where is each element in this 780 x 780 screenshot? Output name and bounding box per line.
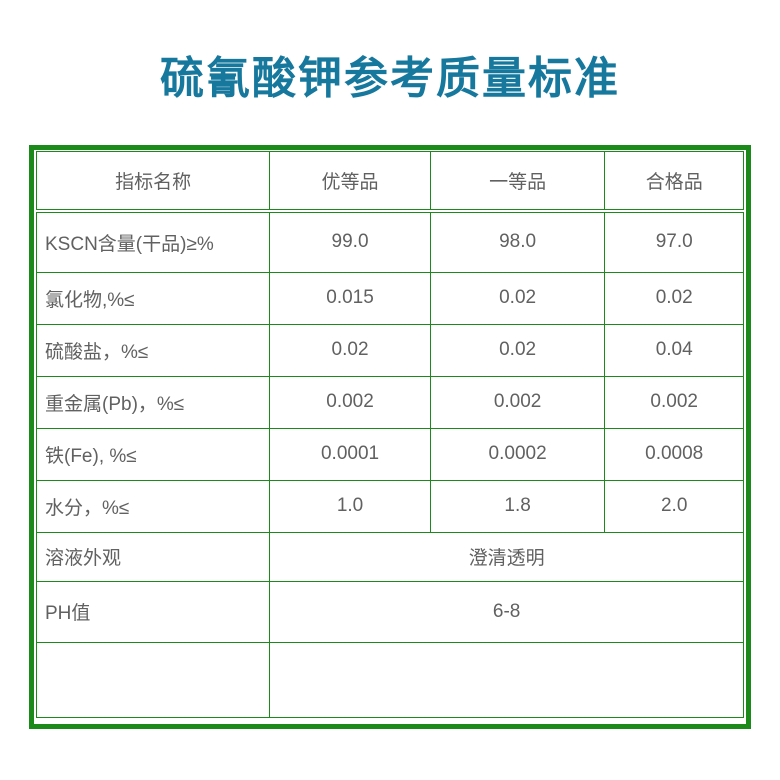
row-merged-value: [269, 641, 744, 718]
header-cell-first-grade: 一等品: [429, 150, 606, 213]
table-row-solution-appearance: 溶液外观 澄清透明: [35, 531, 744, 582]
row-label: [35, 641, 271, 718]
row-label: 硫酸盐，%≤: [35, 323, 271, 377]
row-value: 99.0: [269, 210, 431, 273]
row-merged-value: 6-8: [269, 580, 744, 643]
row-value: 0.0001: [269, 427, 431, 481]
table-row-chloride: 氯化物,%≤ 0.015 0.02 0.02: [35, 271, 744, 325]
row-value: 0.002: [604, 375, 744, 429]
row-merged-value: 澄清透明: [269, 531, 744, 582]
row-value: 0.015: [269, 271, 431, 325]
row-value: 97.0: [604, 210, 744, 273]
row-value: 0.02: [429, 271, 606, 325]
row-value: 0.0008: [604, 427, 744, 481]
table-header-row: 指标名称 优等品 一等品 合格品: [35, 150, 744, 213]
row-value: 0.02: [429, 323, 606, 377]
header-cell-qualified-grade: 合格品: [604, 150, 744, 213]
row-value: 0.0002: [429, 427, 606, 481]
row-value: 0.02: [269, 323, 431, 377]
row-label: KSCN含量(干品)≥%: [35, 210, 271, 273]
quality-standards-table: 指标名称 优等品 一等品 合格品 KSCN含量(干品)≥% 99.0 98.0 …: [35, 150, 744, 718]
row-value: 98.0: [429, 210, 606, 273]
row-value: 0.002: [269, 375, 431, 429]
row-label: 重金属(Pb)，%≤: [35, 375, 271, 429]
table-row-iron: 铁(Fe), %≤ 0.0001 0.0002 0.0008: [35, 427, 744, 481]
table-row-empty: [35, 641, 744, 718]
row-label: 铁(Fe), %≤: [35, 427, 271, 481]
row-value: 0.02: [604, 271, 744, 325]
page-title: 硫氰酸钾参考质量标准: [160, 54, 620, 103]
row-value: 1.0: [269, 479, 431, 533]
row-value: 2.0: [604, 479, 744, 533]
row-label: 氯化物,%≤: [35, 271, 271, 325]
row-label: PH值: [35, 580, 271, 643]
row-value: 0.04: [604, 323, 744, 377]
quality-table-frame: 指标名称 优等品 一等品 合格品 KSCN含量(干品)≥% 99.0 98.0 …: [29, 144, 751, 729]
row-label: 溶液外观: [35, 531, 271, 582]
table-row-kscn-content: KSCN含量(干品)≥% 99.0 98.0 97.0: [35, 210, 744, 273]
header-cell-premium-grade: 优等品: [269, 150, 431, 213]
row-label: 水分，%≤: [35, 479, 271, 533]
table-row-moisture: 水分，%≤ 1.0 1.8 2.0: [35, 479, 744, 533]
table-row-ph-value: PH值 6-8: [35, 580, 744, 643]
row-value: 0.002: [429, 375, 606, 429]
table-row-sulfate: 硫酸盐，%≤ 0.02 0.02 0.04: [35, 323, 744, 377]
row-value: 1.8: [429, 479, 606, 533]
header-cell-indicator-name: 指标名称: [35, 150, 271, 213]
table-row-heavy-metals: 重金属(Pb)，%≤ 0.002 0.002 0.002: [35, 375, 744, 429]
